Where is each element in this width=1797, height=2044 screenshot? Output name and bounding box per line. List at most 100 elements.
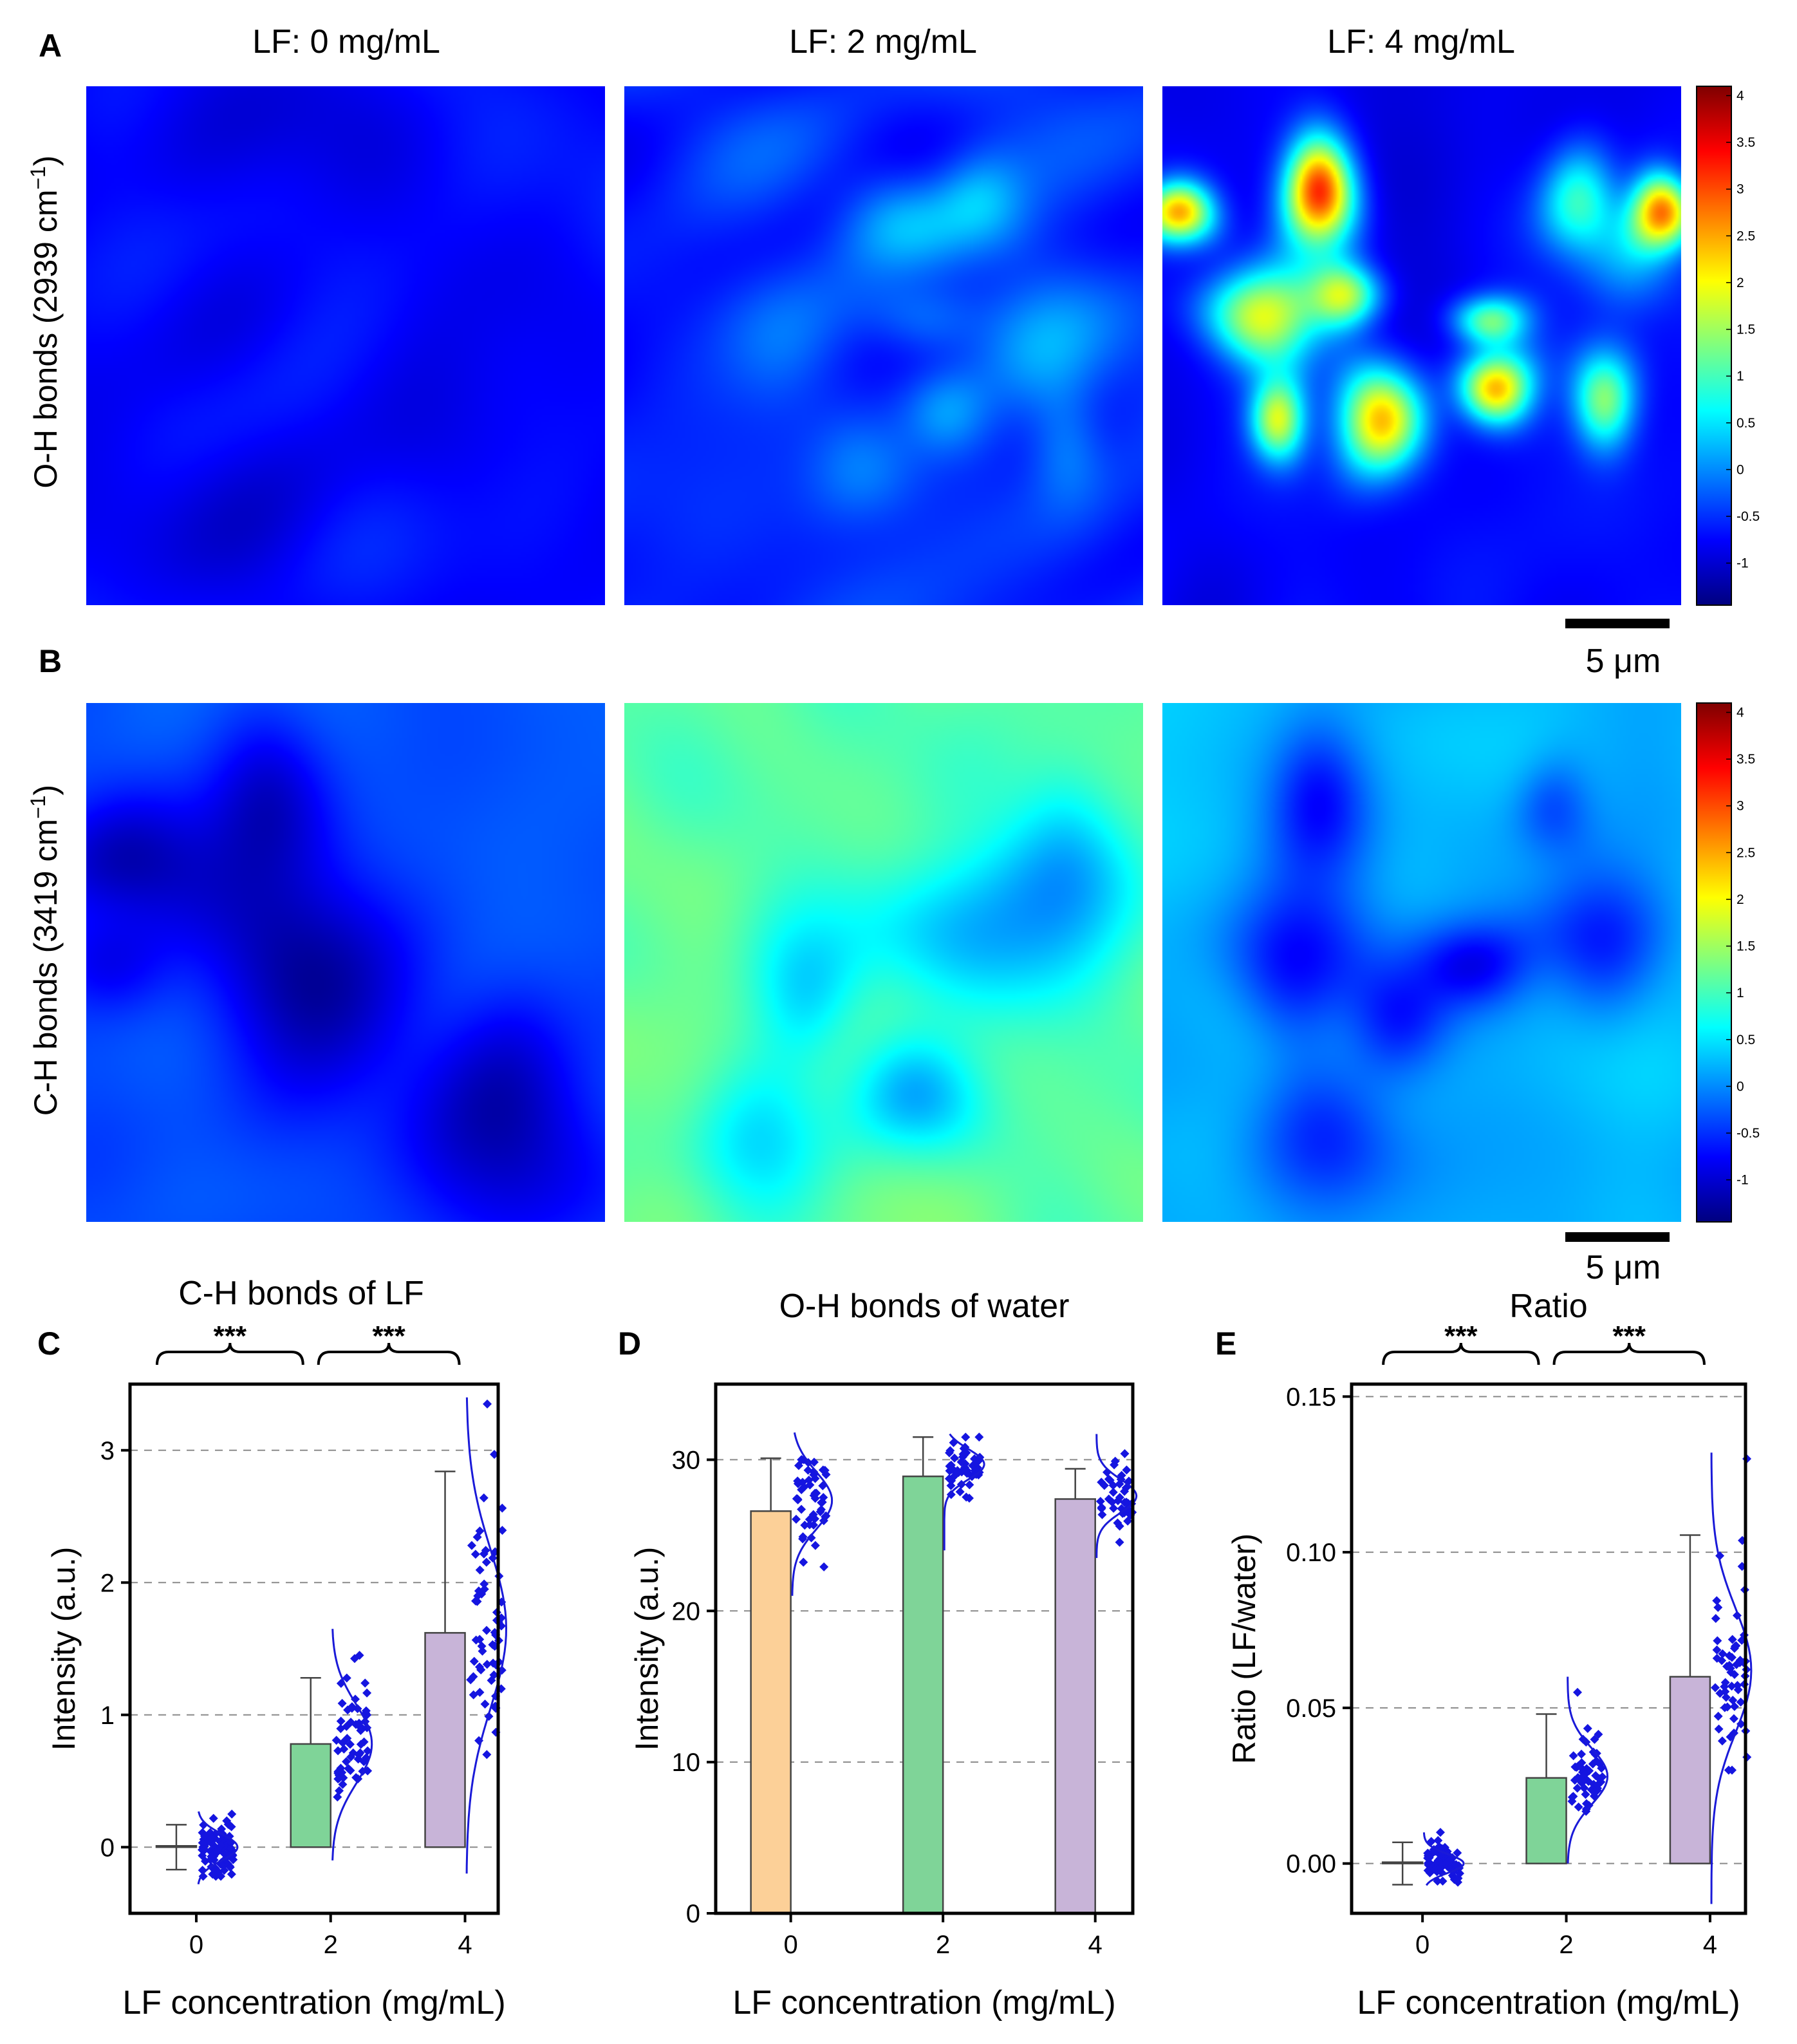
y-axis-label: Ratio (LF/water) [1226, 1533, 1262, 1764]
data-point [799, 1482, 809, 1492]
significance-label: *** [214, 1320, 247, 1352]
colorbar-tick-label: 3 [1736, 799, 1744, 814]
data-point [1097, 1510, 1107, 1519]
data-point [809, 1458, 819, 1467]
data-point [476, 1665, 486, 1674]
data-point [1579, 1783, 1589, 1793]
data-point [1711, 1613, 1720, 1623]
row-label-oh-2939: O-H bonds (2939 cm−1) [26, 155, 64, 488]
data-point [1727, 1682, 1736, 1691]
colorbar-tick-label: -1 [1736, 556, 1749, 571]
colorbar-tick-label: 2.5 [1736, 229, 1755, 243]
data-point [960, 1450, 969, 1460]
data-point [1435, 1828, 1445, 1837]
x-tick-label: 2 [1559, 1931, 1573, 1959]
data-point [1433, 1856, 1443, 1866]
data-point [347, 1703, 357, 1713]
data-point [1713, 1602, 1723, 1612]
data-point [1115, 1537, 1124, 1547]
chart-C: 0 1 2 3 0 2 4 LF concentration (mg/mL) Intensity… [46, 1275, 508, 2021]
y-tick-label: 0.10 [1286, 1539, 1336, 1567]
data-point [342, 1673, 351, 1683]
data-point [1424, 1853, 1434, 1862]
chart-D: 0 10 20 30 0 2 4 LF concentration (mg/mL) Intens… [629, 1288, 1138, 2021]
data-point [482, 1750, 492, 1759]
data-point [1430, 1865, 1440, 1875]
significance-bracket [1552, 1342, 1706, 1365]
data-point [1583, 1723, 1592, 1733]
chart-title: Ratio [1509, 1288, 1587, 1325]
significance-bracket [1382, 1342, 1540, 1365]
colorbar-tick-label: 0 [1736, 462, 1744, 477]
row-label-oh-close: ) [28, 155, 64, 166]
x-axis-label: LF concentration (mg/mL) [122, 1984, 505, 2021]
distribution-curve [197, 1811, 239, 1885]
data-point [1712, 1596, 1722, 1606]
significance-label: *** [372, 1320, 405, 1352]
distribution-curve [1567, 1676, 1609, 1864]
data-point [792, 1494, 801, 1503]
data-point [209, 1814, 218, 1823]
data-point [228, 1851, 237, 1861]
plot-frame [1350, 1382, 1747, 1915]
colorbar-tick-label: 3 [1736, 182, 1744, 197]
data-point [351, 1694, 360, 1704]
row-label-oh-exponent: −1 [26, 166, 50, 189]
data-point [962, 1492, 971, 1502]
colorbar-tick-label: 1 [1736, 369, 1744, 384]
data-point [961, 1432, 971, 1442]
y-axis-label: Intensity (a.u.) [629, 1547, 665, 1751]
panel-letter-e: E [1215, 1326, 1236, 1362]
data-point [1115, 1493, 1124, 1503]
data-point [480, 1579, 489, 1589]
data-point [200, 1845, 210, 1855]
data-point [1718, 1649, 1727, 1658]
data-point [1123, 1516, 1133, 1526]
distribution-curve [791, 1432, 833, 1596]
colorbar-tick-label: 2 [1736, 892, 1744, 907]
bar-0 [1381, 1861, 1424, 1864]
colorbar-tick-label: 2 [1736, 276, 1744, 290]
data-point [216, 1871, 226, 1881]
column-title-lf-2: LF: 2 mg/mL [789, 23, 977, 61]
data-point [225, 1862, 235, 1872]
significance-label: *** [1444, 1320, 1478, 1352]
data-point [1712, 1645, 1722, 1655]
distribution-curve [943, 1433, 985, 1551]
data-point [799, 1557, 808, 1567]
significance-bracket [155, 1342, 304, 1365]
data-point [809, 1467, 819, 1477]
data-point [965, 1480, 974, 1490]
data-point [217, 1824, 227, 1834]
colorbar-tick-label: 2.5 [1736, 845, 1755, 860]
data-point [337, 1698, 347, 1708]
data-point [481, 1557, 491, 1567]
data-point [798, 1532, 808, 1542]
data-point [1721, 1692, 1731, 1702]
data-point [333, 1774, 343, 1784]
y-tick-label: 20 [672, 1597, 701, 1626]
data-point [1569, 1751, 1578, 1761]
bar-0 [155, 1845, 198, 1848]
data-point [208, 1870, 218, 1879]
colorbar-tick-label: 1.5 [1736, 939, 1755, 954]
data-point [335, 1786, 344, 1796]
data-point [342, 1757, 351, 1767]
chart-E: 0.00 0.05 0.10 0.15 0 2 4 LF concentration (mg/… [1226, 1288, 1753, 2021]
heatmap-ch-lf-0 [86, 703, 605, 1222]
y-tick-label: 0 [100, 1833, 115, 1862]
bar-4 [1054, 1498, 1096, 1915]
heatmap-ch-lf-2 [624, 703, 1143, 1222]
column-title-lf-4: LF: 4 mg/mL [1327, 23, 1515, 61]
colorbar-1 [1696, 702, 1732, 1223]
data-point [1726, 1664, 1735, 1673]
y-tick-label: 1 [100, 1702, 115, 1730]
chart-title: C-H bonds of LF [178, 1275, 424, 1312]
colorbar-tick-label: 4 [1736, 706, 1744, 720]
distribution-curve [1710, 1452, 1753, 1904]
y-tick-label: 0.15 [1286, 1383, 1336, 1411]
data-point [1736, 1697, 1746, 1707]
data-point [360, 1678, 370, 1688]
panel-letter-c: C [37, 1326, 61, 1362]
data-point [955, 1487, 965, 1497]
